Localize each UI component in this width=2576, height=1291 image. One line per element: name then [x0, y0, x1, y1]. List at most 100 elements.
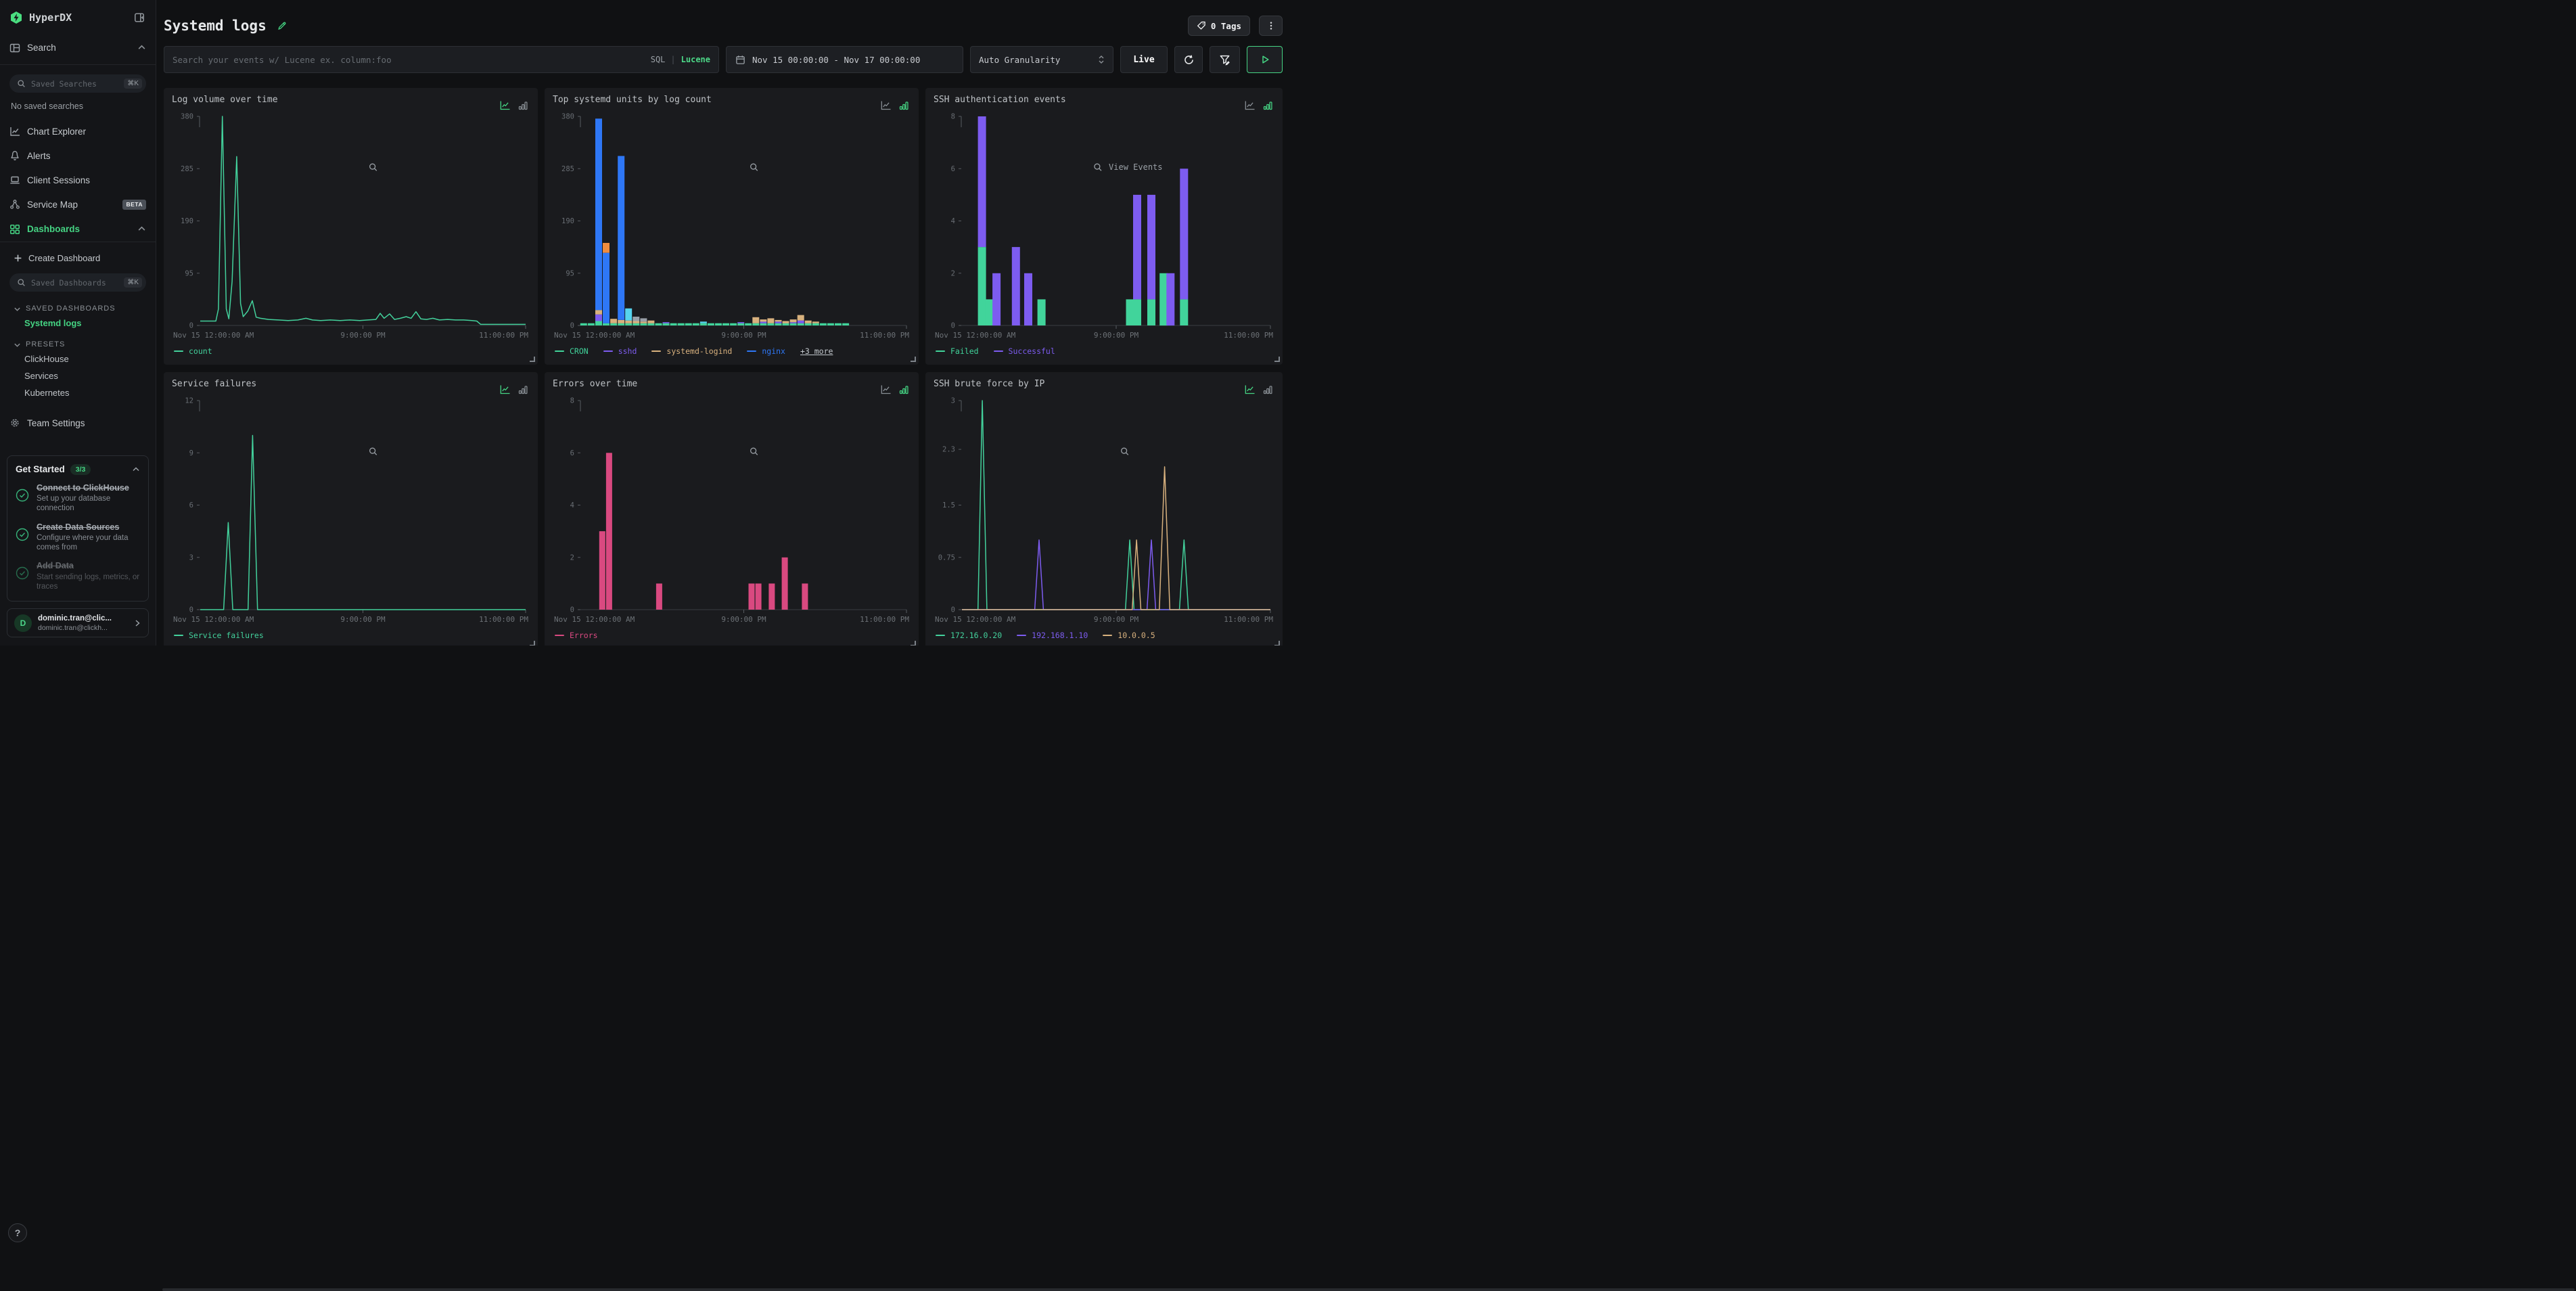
- resize-handle[interactable]: [911, 641, 916, 646]
- user-account-button[interactable]: D dominic.tran@clic... dominic.tran@clic…: [7, 608, 149, 637]
- get-started-step-connect[interactable]: Connect to ClickHouse Set up your databa…: [16, 483, 140, 514]
- legend-item-Successful[interactable]: Successful: [994, 346, 1055, 356]
- saved-searches-input[interactable]: Saved Searches ⌘K: [9, 74, 146, 93]
- resize-handle[interactable]: [1274, 641, 1280, 646]
- svg-text:8: 8: [570, 397, 574, 405]
- sidebar-item-chart-explorer[interactable]: Chart Explorer: [0, 119, 156, 143]
- resize-handle[interactable]: [911, 357, 916, 362]
- legend-item-nginx[interactable]: nginx: [747, 346, 785, 356]
- view-events-button[interactable]: [368, 162, 384, 172]
- laptop-icon: [9, 175, 20, 185]
- chart-canvas[interactable]: 095190285380Nov 15 12:00:00 AM9:00:00 PM…: [553, 110, 911, 343]
- legend-item-10.0.0.5[interactable]: 10.0.0.5: [1103, 631, 1155, 640]
- sidebar-item-team-settings[interactable]: Team Settings: [0, 411, 156, 435]
- search-icon: [1120, 447, 1130, 456]
- chart-legend: CRON sshd systemd-logind nginx +3 more: [553, 343, 911, 359]
- legend-item-sshd[interactable]: sshd: [603, 346, 637, 356]
- legend-item-Errors[interactable]: Errors: [555, 631, 598, 640]
- sidebar-item-service-map[interactable]: Service Map BETA: [0, 192, 156, 217]
- svg-text:9:00:00 PM: 9:00:00 PM: [340, 331, 386, 340]
- chart-area[interactable]: 036912Nov 15 12:00:00 AM9:00:00 PM11:00:…: [172, 394, 530, 627]
- lucene-mode-toggle[interactable]: Lucene: [681, 55, 710, 64]
- sidebar-preset-kubernetes[interactable]: Kubernetes: [9, 384, 146, 401]
- chart-area[interactable]: 00.751.52.33Nov 15 12:00:00 AM9:00:00 PM…: [934, 394, 1274, 627]
- chart-area[interactable]: 02468Nov 15 12:00:00 AM9:00:00 PM11:00:0…: [934, 110, 1274, 343]
- get-started-title: Get Started: [16, 464, 65, 474]
- granularity-value: Auto Granularity: [979, 55, 1060, 65]
- view-events-button[interactable]: [749, 447, 764, 456]
- chart-area[interactable]: 02468Nov 15 12:00:00 AM9:00:00 PM11:00:0…: [553, 394, 911, 627]
- legend-label: 10.0.0.5: [1118, 631, 1155, 640]
- resize-handle[interactable]: [1274, 357, 1280, 362]
- chart-canvas[interactable]: 02468Nov 15 12:00:00 AM9:00:00 PM11:00:0…: [934, 110, 1274, 343]
- saved-dashboards-input[interactable]: Saved Dashboards ⌘K: [9, 273, 146, 292]
- legend-item-count[interactable]: count: [174, 346, 212, 356]
- legend-more-link[interactable]: +3 more: [800, 346, 833, 356]
- resize-handle[interactable]: [530, 357, 535, 362]
- legend-item-Failed[interactable]: Failed: [936, 346, 979, 356]
- sidebar-item-dashboards[interactable]: Dashboards: [0, 217, 156, 242]
- chart-canvas[interactable]: 02468Nov 15 12:00:00 AM9:00:00 PM11:00:0…: [553, 394, 911, 627]
- event-search-input[interactable]: Search your events w/ Lucene ex. column:…: [164, 46, 719, 73]
- view-events-button[interactable]: [749, 162, 764, 172]
- get-started-step-add-data[interactable]: Add Data Start sending logs, metrics, or…: [16, 561, 140, 591]
- legend-item-192.168.1.10[interactable]: 192.168.1.10: [1017, 631, 1088, 640]
- legend-item-172.16.0.20[interactable]: 172.16.0.20: [936, 631, 1002, 640]
- chevron-up-icon[interactable]: [132, 466, 140, 474]
- filter-button[interactable]: [1210, 46, 1240, 73]
- legend-item-Service failures[interactable]: Service failures: [174, 631, 264, 640]
- run-query-button[interactable]: [1247, 46, 1283, 73]
- svg-text:Nov 15 12:00:00 AM: Nov 15 12:00:00 AM: [935, 615, 1016, 624]
- app-root: HyperDX Search: [0, 0, 1288, 646]
- sidebar-dashboard-systemd-logs[interactable]: Systemd logs: [9, 315, 146, 332]
- chevron-down-icon: [14, 305, 21, 313]
- create-dashboard-button[interactable]: Create Dashboard: [9, 248, 146, 268]
- sidebar-item-client-sessions[interactable]: Client Sessions: [0, 168, 156, 192]
- granularity-select[interactable]: Auto Granularity: [970, 46, 1113, 73]
- refresh-button[interactable]: [1174, 46, 1203, 73]
- chart-canvas[interactable]: 095190285380Nov 15 12:00:00 AM9:00:00 PM…: [172, 110, 530, 343]
- sidebar-item-search[interactable]: Search: [0, 31, 156, 65]
- live-button[interactable]: Live: [1120, 46, 1168, 73]
- chevron-down-icon: [14, 341, 21, 348]
- get-started-card: Get Started 3/3 Connect to ClickHouse Se…: [7, 455, 149, 602]
- sql-mode-toggle[interactable]: SQL: [651, 55, 666, 64]
- dashboards-icon: [9, 224, 20, 235]
- tags-button[interactable]: 0 Tags: [1188, 16, 1250, 36]
- sidebar-item-label: Team Settings: [27, 418, 146, 428]
- dashboard-menu-button[interactable]: [1259, 16, 1283, 36]
- panel-title: Service failures: [172, 379, 499, 389]
- time-range-picker[interactable]: Nov 15 00:00:00 - Nov 17 00:00:00: [726, 46, 963, 73]
- legend-label: Successful: [1009, 346, 1055, 356]
- help-button[interactable]: ?: [8, 1223, 27, 1242]
- edit-title-button[interactable]: [275, 19, 289, 32]
- svg-text:4: 4: [951, 217, 955, 225]
- presets-group-header[interactable]: PRESETS: [9, 338, 146, 350]
- view-events-button[interactable]: [1120, 447, 1136, 456]
- chart-legend: Errors: [553, 627, 911, 643]
- play-icon: [1260, 54, 1270, 65]
- sidebar-preset-clickhouse[interactable]: ClickHouse: [9, 350, 146, 367]
- legend-dash: [555, 635, 564, 636]
- resize-handle[interactable]: [530, 641, 535, 646]
- saved-dashboards-group-header[interactable]: SAVED DASHBOARDS: [9, 302, 146, 315]
- svg-text:2: 2: [951, 269, 955, 277]
- chart-canvas[interactable]: 036912Nov 15 12:00:00 AM9:00:00 PM11:00:…: [172, 394, 530, 627]
- svg-text:0: 0: [570, 606, 574, 614]
- sidebar-preset-services[interactable]: Services: [9, 367, 146, 384]
- svg-text:8: 8: [951, 113, 955, 121]
- collapse-sidebar-button[interactable]: [133, 11, 146, 24]
- legend-item-systemd-logind[interactable]: systemd-logind: [651, 346, 732, 356]
- sidebar-item-alerts[interactable]: Alerts: [0, 143, 156, 168]
- chart-area[interactable]: 095190285380Nov 15 12:00:00 AM9:00:00 PM…: [172, 110, 530, 343]
- svg-text:0: 0: [951, 322, 955, 330]
- view-events-button[interactable]: View Events: [1093, 162, 1162, 172]
- legend-label: Errors: [570, 631, 598, 640]
- view-events-button[interactable]: [368, 447, 384, 456]
- chart-area[interactable]: 095190285380Nov 15 12:00:00 AM9:00:00 PM…: [553, 110, 911, 343]
- legend-item-CRON[interactable]: CRON: [555, 346, 589, 356]
- filter-edit-icon: [1219, 54, 1230, 66]
- panel-top-units: Top systemd units by log count 095190285…: [545, 88, 919, 365]
- get-started-step-sources[interactable]: Create Data Sources Configure where your…: [16, 522, 140, 553]
- chart-canvas[interactable]: 00.751.52.33Nov 15 12:00:00 AM9:00:00 PM…: [934, 394, 1274, 627]
